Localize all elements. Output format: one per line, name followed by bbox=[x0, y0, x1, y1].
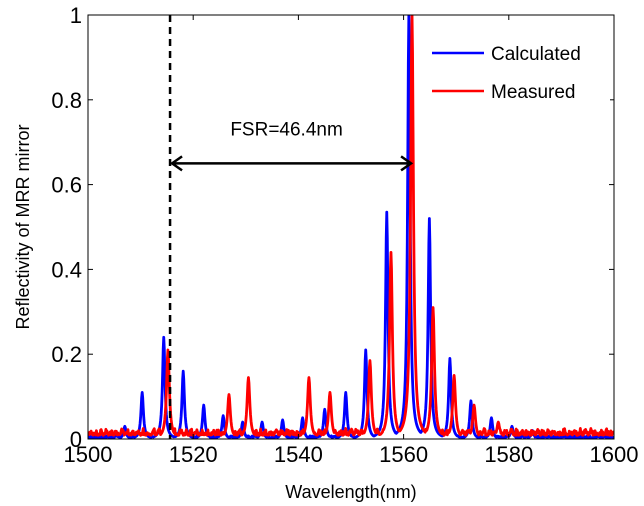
y-tick-label: 0.6 bbox=[51, 173, 82, 198]
legend-label-calculated: Calculated bbox=[491, 44, 581, 65]
x-tick-label: 1520 bbox=[169, 442, 218, 467]
fsr-arrow-head-left bbox=[169, 155, 183, 172]
annotation-layer: FSR=46.4nm bbox=[168, 15, 414, 439]
x-tick-label: 1500 bbox=[64, 442, 113, 467]
x-tick-label: 1560 bbox=[379, 442, 428, 467]
x-tick-label: 1600 bbox=[590, 442, 639, 467]
plot-frame bbox=[87, 14, 615, 440]
y-tick-label: 0.8 bbox=[51, 88, 82, 113]
x-tick-label: 1580 bbox=[484, 442, 533, 467]
x-axis-label: Wavelength(nm) bbox=[285, 482, 416, 502]
y-ticks: 0 0.2 0.4 0.6 0.8 1 bbox=[51, 3, 614, 452]
fsr-annotation-label: FSR=46.4nm bbox=[230, 119, 342, 140]
fsr-arrow-head-right bbox=[400, 155, 414, 172]
legend-box bbox=[426, 30, 610, 112]
series-line-measured bbox=[88, 15, 614, 437]
y-axis-label: Reflectivity of MRR mirror bbox=[13, 124, 33, 329]
y-tick-label: 1 bbox=[70, 3, 82, 28]
x-ticks: 1500 1520 1540 1560 1580 1600 bbox=[64, 15, 639, 467]
y-tick-label: 0 bbox=[70, 427, 82, 452]
y-tick-label: 0.4 bbox=[51, 257, 82, 282]
y-tick-label: 0.2 bbox=[51, 342, 82, 367]
x-tick-label: 1540 bbox=[274, 442, 323, 467]
series-layer bbox=[88, 15, 614, 439]
legend: Calculated Measured bbox=[426, 30, 610, 112]
legend-label-measured: Measured bbox=[491, 82, 576, 103]
